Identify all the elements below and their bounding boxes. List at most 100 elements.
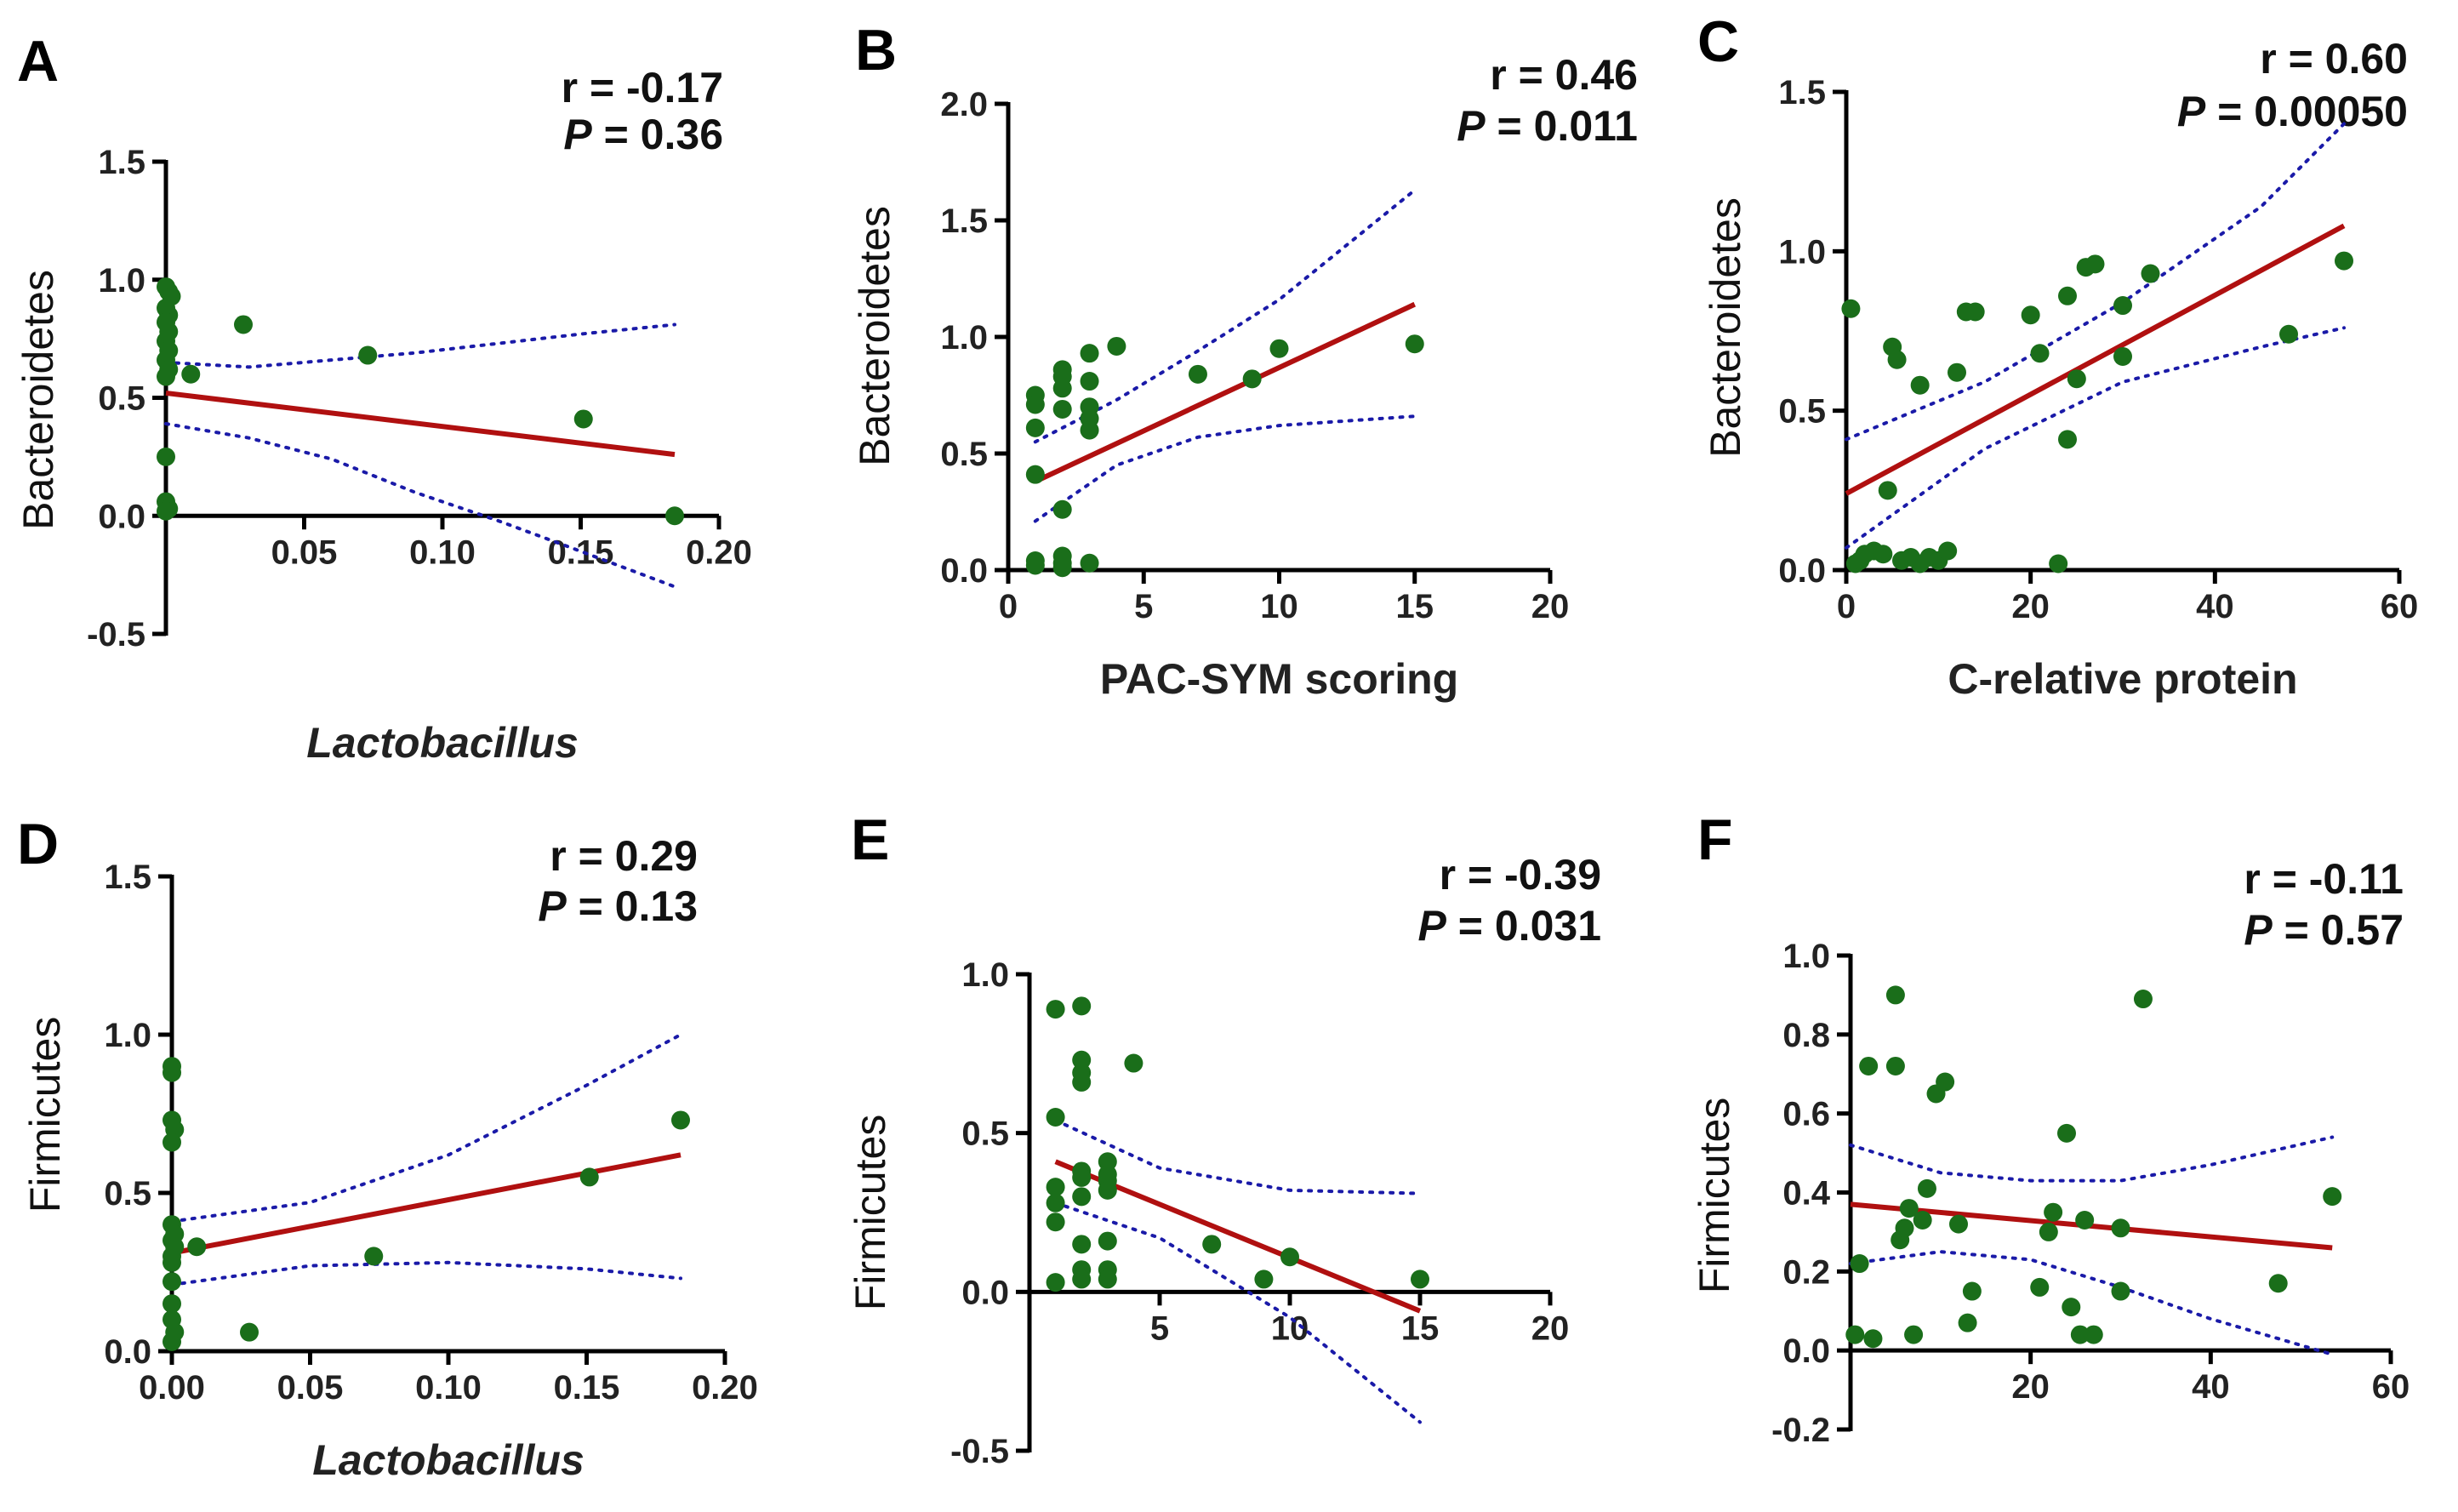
p-symbol: P [2244, 906, 2273, 954]
y-tick-label: 0.5 [104, 1175, 151, 1212]
y-tick-label: 0.5 [940, 436, 988, 473]
data-point [1080, 420, 1099, 440]
p-number: = 0.13 [567, 882, 698, 930]
data-point [2057, 1123, 2076, 1143]
data-point [364, 1247, 384, 1266]
data-point [163, 1294, 181, 1314]
y-tick-label: 1.0 [98, 262, 145, 300]
p-number: = 0.031 [1446, 902, 1601, 950]
data-point [1046, 1108, 1065, 1127]
y-tick-label: 1.0 [940, 319, 988, 357]
y-tick-label: 1.5 [940, 203, 988, 240]
y-tick-label: 0.5 [98, 380, 145, 418]
x-tick-label: 0.00 [139, 1369, 205, 1406]
x-tick-label: 0.15 [548, 533, 614, 571]
data-point [1965, 302, 1985, 322]
ci-lower-line [1849, 1250, 2335, 1356]
data-point [1887, 350, 1907, 369]
data-point [1025, 465, 1045, 484]
y-tick-label: 1.0 [961, 956, 1009, 994]
data-point [1949, 1214, 1968, 1234]
panel-letter: C [1697, 9, 1739, 74]
data-point [2113, 296, 2132, 316]
data-point [2268, 1274, 2288, 1293]
panel-letter: E [851, 807, 889, 872]
y-tick-label: 0.4 [1782, 1175, 1830, 1212]
data-point [1025, 395, 1045, 414]
ci-upper-line [170, 1033, 682, 1224]
p-value: P = 0.011 [1457, 102, 1638, 150]
x-axis-label: PAC-SYM scoring [1100, 655, 1458, 703]
data-point [1052, 499, 1072, 519]
y-tick-label: 0.5 [961, 1115, 1009, 1153]
data-point [1072, 1187, 1092, 1207]
p-symbol: P [1418, 902, 1447, 950]
data-point [1025, 556, 1045, 575]
data-point [1873, 545, 1893, 564]
data-point [1098, 1270, 1117, 1289]
y-tick-label: 0.0 [104, 1333, 151, 1371]
data-point [1938, 541, 1958, 561]
data-point [1072, 1072, 1092, 1092]
data-point [1885, 985, 1905, 1005]
data-point [1910, 375, 1930, 395]
y-tick-label: 1.0 [1782, 938, 1830, 975]
p-number: = 0.00050 [2205, 88, 2408, 135]
p-symbol: P [1457, 102, 1486, 150]
data-point [573, 409, 593, 429]
x-tick-label: 5 [1134, 588, 1153, 625]
data-point [1052, 379, 1072, 398]
panel-d: D 0.0 0.5 1.0 1.5 0.00 0.05 0.10 0.15 0.20 Lactoba… [17, 812, 758, 1484]
data-point [2049, 554, 2068, 573]
data-point [163, 1252, 181, 1272]
x-axis-label: Lactobacillus [312, 1436, 585, 1484]
data-point [163, 1332, 181, 1351]
x-tick-label: 0.20 [686, 533, 752, 571]
data-point [2039, 1222, 2058, 1241]
y-axis-label: Firmicutes [1691, 1098, 1738, 1294]
y-tick-label: 0.5 [1778, 393, 1826, 431]
data-point [1885, 1056, 1905, 1076]
data-point [2133, 990, 2153, 1009]
ci-lower-line [1845, 326, 2346, 550]
panel-letter: F [1697, 807, 1733, 872]
data-point [2111, 1218, 2130, 1238]
x-tick-label: 20 [2011, 588, 2050, 625]
panel-c: C 0.0 0.5 1.0 1.5 0 20 40 60 C-relative protein Ba… [1697, 9, 2418, 703]
y-tick-label: -0.5 [87, 616, 145, 653]
data-point [2058, 286, 2077, 305]
ci-lower-line [1033, 414, 1417, 523]
y-tick-label: -0.2 [1771, 1412, 1830, 1449]
panel-letter: A [17, 29, 59, 94]
r-value: r = 0.46 [1490, 51, 1638, 99]
data-point [665, 506, 684, 526]
data-point [2279, 324, 2298, 344]
data-point [2058, 430, 2077, 449]
x-tick-label: 0 [1837, 588, 1856, 625]
panel-a: A -0.5 0.0 0.5 1.0 1.5 0.05 0.10 0.15 0.20 Lactoba… [14, 29, 752, 767]
r-value: r = 0.60 [2260, 35, 2408, 83]
y-tick-label: 0.0 [1782, 1332, 1830, 1370]
x-tick-label: 0.15 [554, 1369, 620, 1406]
data-point [1962, 1281, 1982, 1301]
data-point [2085, 254, 2105, 274]
x-tick-label: 20 [2011, 1368, 2050, 1406]
p-value: P = 0.36 [563, 111, 723, 158]
x-tick-label: 0 [999, 588, 1018, 625]
x-tick-label: 20 [1531, 1309, 1570, 1347]
data-point [1841, 299, 1861, 318]
data-point [1025, 418, 1045, 437]
x-tick-label: 10 [1260, 588, 1298, 625]
data-point [2030, 344, 2050, 363]
data-point [1080, 372, 1099, 391]
y-tick-label: 0.0 [961, 1274, 1009, 1311]
data-point [2067, 369, 2086, 389]
y-tick-label: 0.0 [98, 498, 145, 535]
p-symbol: P [538, 882, 567, 930]
data-point [240, 1322, 259, 1342]
panel-letter: D [17, 812, 59, 876]
data-point [163, 1133, 181, 1152]
data-point [2075, 1210, 2095, 1230]
y-tick-label: 1.0 [104, 1017, 151, 1054]
